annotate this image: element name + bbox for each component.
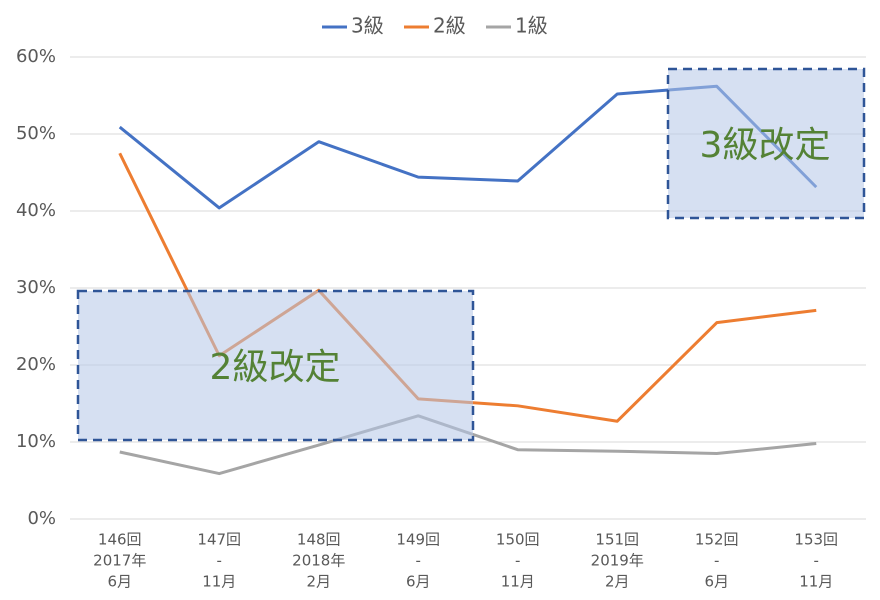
y-tick-label: 20% [16, 354, 56, 375]
x-tick-label: 2月 [306, 573, 331, 591]
legend-label: 3級 [351, 14, 384, 38]
y-tick-label: 0% [27, 508, 56, 529]
x-tick-label: 11月 [799, 573, 833, 591]
annotation-box [76, 289, 475, 442]
x-tick-label: 153回 [794, 531, 838, 549]
legend-label: 2級 [433, 14, 466, 38]
annotation-box [666, 67, 866, 220]
y-tick-label: 10% [16, 431, 56, 452]
x-tick-label: 11月 [501, 573, 535, 591]
x-tick-label: 149回 [396, 531, 440, 549]
x-tick-label: 150回 [496, 531, 540, 549]
x-tick-label: - [217, 552, 222, 570]
x-tick-label: - [814, 552, 819, 570]
x-tick-label: 6月 [107, 573, 132, 591]
x-tick-label: 11月 [202, 573, 236, 591]
x-tick-label: 6月 [406, 573, 431, 591]
y-tick-label: 40% [16, 200, 56, 221]
x-tick-label: 2019年 [591, 552, 644, 570]
x-tick-label: 2018年 [292, 552, 345, 570]
x-tick-label: 151回 [595, 531, 639, 549]
legend-label: 1級 [515, 14, 548, 38]
x-tick-label: - [416, 552, 421, 570]
y-tick-label: 60% [16, 46, 56, 67]
x-tick-label: 147回 [197, 531, 241, 549]
x-tick-label: - [515, 552, 520, 570]
x-tick-label: 2月 [605, 573, 630, 591]
x-tick-label: 148回 [297, 531, 341, 549]
x-tick-label: - [714, 552, 719, 570]
y-tick-label: 50% [16, 123, 56, 144]
x-tick-label: 2017年 [93, 552, 146, 570]
x-tick-label: 6月 [704, 573, 729, 591]
x-tick-label: 152回 [695, 531, 739, 549]
annotation: 3級改定 [700, 125, 831, 166]
x-tick-label: 146回 [98, 531, 142, 549]
annotation: 2級改定 [210, 347, 341, 388]
y-tick-label: 30% [16, 277, 56, 298]
